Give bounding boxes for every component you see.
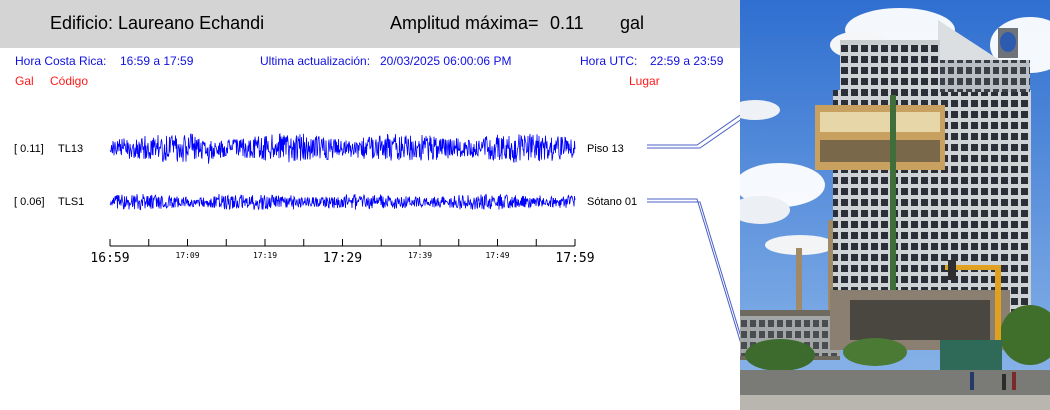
pointer-piso-13 bbox=[647, 114, 740, 146]
traces-group bbox=[109, 133, 576, 211]
channel-2-code: TLS1 bbox=[58, 196, 85, 208]
location-pointers bbox=[647, 114, 740, 343]
column-gal: Gal bbox=[15, 74, 34, 88]
update-value: 20/03/2025 06:00:06 PM bbox=[380, 54, 512, 68]
update-label: Ultima actualización: bbox=[260, 54, 371, 68]
major-tick-label-0: 16:59 bbox=[90, 251, 129, 266]
max-amplitude-label: Amplitud máxima= bbox=[390, 13, 539, 33]
channel-1-peak: [ 0.11] bbox=[14, 143, 44, 155]
trace-tl13 bbox=[109, 133, 576, 164]
major-tick-label-2: 17:59 bbox=[555, 251, 594, 266]
channel-2-peak: [ 0.06] bbox=[14, 196, 45, 208]
minor-tick-label-3: 17:49 bbox=[485, 251, 509, 260]
building-title: Edificio: Laureano Echandi bbox=[50, 13, 265, 33]
column-code: Código bbox=[50, 74, 89, 88]
utc-range: 22:59 a 23:59 bbox=[650, 54, 724, 68]
minor-tick-label-2: 17:39 bbox=[408, 251, 432, 260]
utc-label: Hora UTC: bbox=[580, 54, 638, 68]
local-time-label: Hora Costa Rica: bbox=[15, 54, 107, 68]
channel-1-place: Piso 13 bbox=[587, 143, 624, 155]
trace-tls1 bbox=[109, 193, 576, 211]
seismogram-plot: 16:59 17:29 17:59 17:09 17:19 17:39 17:49 bbox=[90, 114, 740, 343]
major-tick-label-1: 17:29 bbox=[323, 251, 362, 266]
max-amplitude-unit: gal bbox=[620, 13, 645, 33]
time-axis: 16:59 17:29 17:59 17:09 17:19 17:39 17:49 bbox=[90, 239, 595, 266]
pointer-piso-13-shadow bbox=[647, 119, 740, 149]
minor-tick-label-0: 17:09 bbox=[175, 251, 199, 260]
pointer-sotano-01-shadow bbox=[647, 201, 740, 336]
building-photo bbox=[740, 0, 1050, 410]
header-bar: Edificio: Laureano Echandi Amplitud máxi… bbox=[0, 0, 740, 48]
channel-2-place: Sótano 01 bbox=[587, 196, 638, 208]
pointer-sotano-01 bbox=[647, 198, 740, 343]
column-place: Lugar bbox=[629, 74, 660, 88]
local-time-range: 16:59 a 17:59 bbox=[120, 54, 194, 68]
max-amplitude-value: 0.11 bbox=[550, 13, 584, 33]
minor-tick-label-1: 17:19 bbox=[253, 251, 277, 260]
channel-1-code: TL13 bbox=[58, 143, 84, 155]
